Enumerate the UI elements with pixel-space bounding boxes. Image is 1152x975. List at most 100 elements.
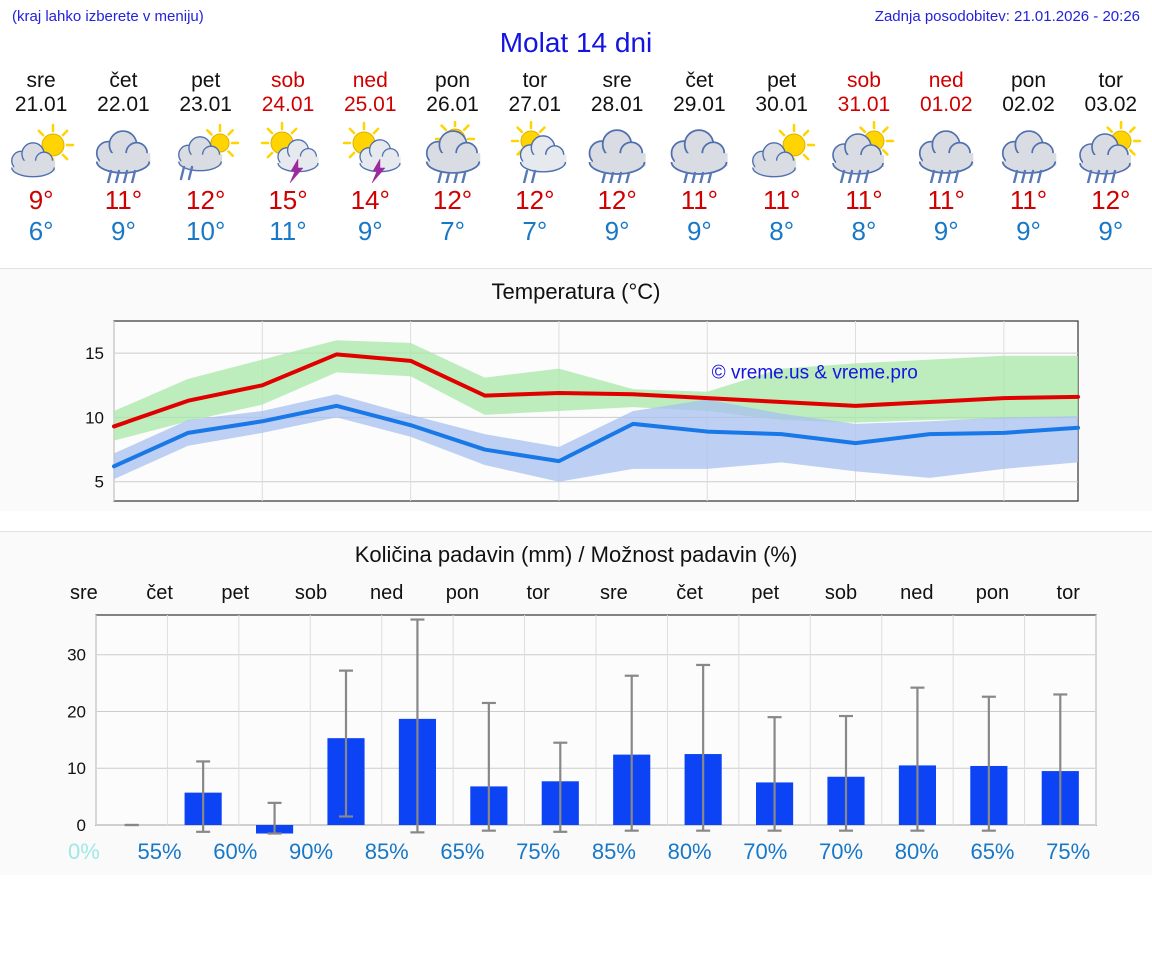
- temp-high: 15°: [247, 185, 329, 216]
- temp-high: 12°: [165, 185, 247, 216]
- day-date: 31.01: [823, 93, 905, 117]
- temp-chart-svg: 5 10 15 © vreme.us & vreme.pro: [64, 311, 1088, 511]
- forecast-day-column[interactable]: ned 25.01 14° 9°: [329, 69, 411, 248]
- precip-chance-label: 65%: [425, 839, 501, 865]
- page-title-row: Molat 14 dni: [0, 27, 1152, 59]
- forecast-day-column[interactable]: pet 30.01 11° 8°: [741, 69, 823, 248]
- precip-day-label: tor: [1030, 582, 1106, 605]
- precip-chance-label: 70%: [803, 839, 879, 865]
- temp-low: 9°: [658, 216, 740, 247]
- forecast-day-column[interactable]: sob 24.01 15° 11°: [247, 69, 329, 248]
- weather-icon: [741, 121, 823, 183]
- forecast-day-column[interactable]: sob 31.01 11° 8°: [823, 69, 905, 248]
- precip-day-label: tor: [500, 582, 576, 605]
- temp-high: 12°: [494, 185, 576, 216]
- forecast-day-column[interactable]: tor 03.02 12° 9°: [1070, 69, 1152, 248]
- weather-icon: [247, 121, 329, 183]
- precip-day-label: pon: [425, 582, 501, 605]
- day-date: 24.01: [247, 93, 329, 117]
- day-date: 02.02: [987, 93, 1069, 117]
- temp-high: 11°: [823, 185, 905, 216]
- precip-day-label: čet: [652, 582, 728, 605]
- page-title: Molat 14 dni: [500, 27, 653, 58]
- precip-chance-label: 90%: [273, 839, 349, 865]
- day-date: 26.01: [411, 93, 493, 117]
- precipitation-section: Količina padavin (mm) / Možnost padavin …: [0, 532, 1152, 875]
- forecast-day-column[interactable]: sre 21.01 9° 6°: [0, 69, 82, 248]
- last-update-text: Zadnja posodobitev: 21.01.2026 - 20:26: [875, 8, 1140, 25]
- svg-text:0: 0: [77, 816, 86, 835]
- precip-chance-label: 75%: [500, 839, 576, 865]
- precip-chance-label: 85%: [576, 839, 652, 865]
- weather-icon: [0, 121, 82, 183]
- precip-chance-label: 75%: [1030, 839, 1106, 865]
- svg-text:20: 20: [67, 702, 86, 721]
- temp-high: 12°: [411, 185, 493, 216]
- weather-icon: [576, 121, 658, 183]
- temp-high: 9°: [0, 185, 82, 216]
- temp-low: 8°: [823, 216, 905, 247]
- day-name: sob: [823, 69, 905, 93]
- day-date: 01.02: [905, 93, 987, 117]
- temp-low: 9°: [329, 216, 411, 247]
- precip-day-label: sre: [46, 582, 122, 605]
- forecast-day-column[interactable]: ned 01.02 11° 9°: [905, 69, 987, 248]
- temp-high: 11°: [741, 185, 823, 216]
- precip-day-label: čet: [122, 582, 198, 605]
- day-date: 23.01: [165, 93, 247, 117]
- svg-text:30: 30: [67, 645, 86, 664]
- weather-icon: [82, 121, 164, 183]
- temp-low: 6°: [0, 216, 82, 247]
- day-date: 30.01: [741, 93, 823, 117]
- day-name: sre: [576, 69, 658, 93]
- top-bar: (kraj lahko izberete v meniju) Zadnja po…: [0, 0, 1152, 25]
- temp-high: 11°: [82, 185, 164, 216]
- weather-icon: [165, 121, 247, 183]
- temp-high: 11°: [905, 185, 987, 216]
- day-date: 28.01: [576, 93, 658, 117]
- precip-chart-title: Količina padavin (mm) / Možnost padavin …: [0, 532, 1152, 574]
- forecast-day-column[interactable]: pon 02.02 11° 9°: [987, 69, 1069, 248]
- day-name: čet: [82, 69, 164, 93]
- temp-high: 11°: [658, 185, 740, 216]
- day-name: pet: [165, 69, 247, 93]
- precip-day-label: pet: [727, 582, 803, 605]
- temp-low: 7°: [494, 216, 576, 247]
- day-name: tor: [1070, 69, 1152, 93]
- weather-icon: [905, 121, 987, 183]
- day-name: pet: [741, 69, 823, 93]
- temp-low: 9°: [82, 216, 164, 247]
- temp-chart: 5 10 15 © vreme.us & vreme.pro: [64, 311, 1088, 511]
- temp-low: 7°: [411, 216, 493, 247]
- precip-chance-label: 65%: [955, 839, 1031, 865]
- day-name: tor: [494, 69, 576, 93]
- forecast-day-column[interactable]: pon 26.01 12° 7°: [411, 69, 493, 248]
- day-date: 25.01: [329, 93, 411, 117]
- precip-day-label: pet: [197, 582, 273, 605]
- precip-chart: 0 10 20 30: [46, 605, 1106, 835]
- temp-high: 12°: [1070, 185, 1152, 216]
- weather-icon: [411, 121, 493, 183]
- svg-text:© vreme.us & vreme.pro: © vreme.us & vreme.pro: [712, 362, 918, 383]
- temp-low: 11°: [247, 216, 329, 247]
- forecast-day-column[interactable]: čet 22.01 11° 9°: [82, 69, 164, 248]
- precip-day-label: sre: [576, 582, 652, 605]
- forecast-day-column[interactable]: tor 27.01 12° 7°: [494, 69, 576, 248]
- forecast-day-column[interactable]: čet 29.01 11° 9°: [658, 69, 740, 248]
- forecast-day-column[interactable]: pet 23.01 12° 10°: [165, 69, 247, 248]
- weather-icon: [658, 121, 740, 183]
- day-name: pon: [987, 69, 1069, 93]
- day-name: ned: [329, 69, 411, 93]
- day-name: sre: [0, 69, 82, 93]
- weather-icon: [987, 121, 1069, 183]
- day-date: 03.02: [1070, 93, 1152, 117]
- svg-text:15: 15: [85, 344, 104, 363]
- precip-day-label: sob: [803, 582, 879, 605]
- weather-icon: [823, 121, 905, 183]
- precip-day-label: ned: [349, 582, 425, 605]
- forecast-day-column[interactable]: sre 28.01 12° 9°: [576, 69, 658, 248]
- weather-icon: [329, 121, 411, 183]
- temperature-section: Temperatura (°C) 5 10 15 © vreme.us & vreme…: [0, 269, 1152, 511]
- day-date: 27.01: [494, 93, 576, 117]
- precip-chance-label: 55%: [122, 839, 198, 865]
